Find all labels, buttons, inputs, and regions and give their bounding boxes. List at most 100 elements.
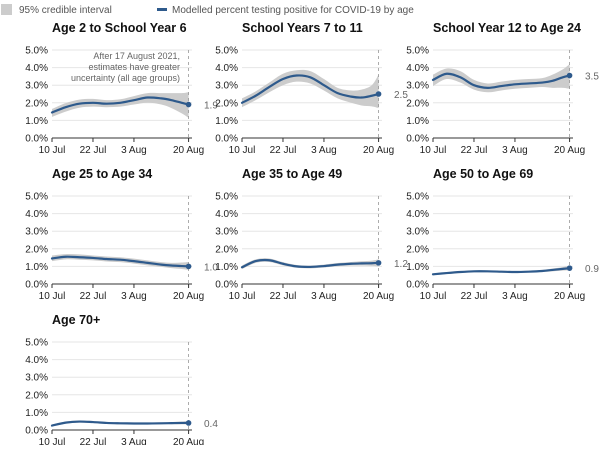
- estimate-line: [50, 420, 190, 427]
- y-tick-label: 1.0%: [25, 408, 48, 419]
- chart-panel: Age 2 to School Year 6 0.0% 1.0% 2.0% 3.0% 4.…: [25, 21, 218, 156]
- credible-interval-band: [242, 69, 379, 109]
- end-value-label: 1.2: [394, 259, 408, 270]
- x-tick-label: 20 Aug: [554, 291, 585, 302]
- x-tick-label: 10 Jul: [420, 145, 447, 156]
- y-tick-label: 2.0%: [25, 390, 48, 401]
- y-tick-label: 1.0%: [25, 262, 48, 273]
- y-tick-label: 4.0%: [406, 63, 429, 74]
- x-tick-label: 20 Aug: [363, 145, 394, 156]
- y-tick-label: 1.0%: [215, 262, 238, 273]
- panel-title: Age 70+: [52, 313, 100, 327]
- chart-panel: Age 25 to Age 34 0.0% 1.0% 2.0% 3.0% 4.0% 5.0%…: [25, 167, 218, 302]
- y-tick-label: 4.0%: [406, 209, 429, 220]
- chart-panel: School Years 7 to 11 0.0% 1.0% 2.0% 3.0% 4.0%…: [215, 21, 408, 156]
- x-tick-label: 3 Aug: [502, 291, 528, 302]
- y-tick-label: 3.0%: [25, 373, 48, 384]
- y-tick-label: 0.0%: [406, 280, 429, 291]
- y-tick-label: 4.0%: [215, 209, 238, 220]
- chart-panels: Age 2 to School Year 6 0.0% 1.0% 2.0% 3.0% 4.…: [25, 21, 599, 448]
- x-tick-label: 20 Aug: [554, 145, 585, 156]
- y-tick-label: 3.0%: [215, 227, 238, 238]
- x-tick-label: 22 Jul: [80, 145, 107, 156]
- y-tick-label: 4.0%: [25, 209, 48, 220]
- estimate-line: [431, 72, 571, 89]
- y-tick-label: 2.0%: [25, 244, 48, 255]
- end-point: [375, 91, 382, 97]
- x-tick-label: 22 Jul: [80, 437, 107, 445]
- end-value-label: 2.5: [394, 90, 408, 101]
- end-value-label: 1.0: [204, 262, 218, 273]
- y-tick-label: 1.0%: [215, 116, 238, 127]
- end-value-label: 3.5: [585, 72, 599, 83]
- estimate-line: [240, 74, 380, 104]
- y-tick-label: 1.0%: [25, 116, 48, 127]
- x-tick-label: 10 Jul: [420, 291, 447, 302]
- end-value-label: 0.9: [585, 264, 599, 275]
- y-tick-label: 2.0%: [25, 98, 48, 109]
- y-tick-label: 5.0%: [406, 46, 429, 57]
- uncertainty-note: After 17 August 2021, estimates have gre…: [71, 51, 180, 83]
- y-tick-label: 5.0%: [25, 338, 48, 349]
- x-tick-label: 20 Aug: [173, 291, 204, 302]
- y-tick-label: 3.0%: [25, 227, 48, 238]
- x-tick-label: 20 Aug: [363, 291, 394, 302]
- x-tick-label: 3 Aug: [311, 145, 337, 156]
- end-point: [185, 263, 192, 270]
- y-tick-label: 1.0%: [406, 116, 429, 127]
- x-tick-label: 10 Jul: [39, 437, 66, 445]
- chart-panel: Age 50 to Age 69 0.0% 1.0% 2.0% 3.0% 4.0% 5.0%…: [406, 167, 599, 302]
- y-tick-label: 4.0%: [25, 355, 48, 366]
- x-tick-label: 22 Jul: [270, 145, 297, 156]
- end-value-label: 0.4: [204, 419, 218, 430]
- y-tick-label: 5.0%: [215, 46, 238, 57]
- end-point: [375, 260, 382, 266]
- y-tick-label: 0.0%: [215, 134, 238, 145]
- x-tick-label: 3 Aug: [311, 291, 337, 302]
- end-point: [566, 265, 573, 271]
- y-tick-label: 5.0%: [215, 192, 238, 203]
- credible-interval-band: [433, 64, 570, 93]
- panel-title: Age 35 to Age 49: [242, 167, 342, 181]
- y-tick-label: 2.0%: [215, 244, 238, 255]
- x-tick-label: 10 Jul: [229, 145, 256, 156]
- y-tick-label: 0.0%: [25, 426, 48, 437]
- y-tick-label: 4.0%: [215, 63, 238, 74]
- y-tick-label: 3.0%: [406, 227, 429, 238]
- panel-title: Age 2 to School Year 6: [52, 21, 187, 35]
- y-tick-label: 2.0%: [215, 98, 238, 109]
- legend-interval-swatch: [1, 4, 12, 15]
- y-tick-label: 3.0%: [25, 81, 48, 92]
- y-tick-label: 0.0%: [25, 280, 48, 291]
- y-tick-label: 2.0%: [406, 244, 429, 255]
- end-point: [566, 72, 573, 79]
- y-tick-label: 5.0%: [25, 192, 48, 203]
- x-tick-label: 20 Aug: [173, 145, 204, 156]
- end-value-label: 1.9: [204, 101, 218, 112]
- panel-title: Age 25 to Age 34: [52, 167, 152, 181]
- y-tick-label: 4.0%: [25, 63, 48, 74]
- x-tick-label: 10 Jul: [39, 145, 66, 156]
- x-tick-label: 22 Jul: [461, 291, 488, 302]
- y-tick-label: 0.0%: [215, 280, 238, 291]
- y-tick-label: 5.0%: [25, 46, 48, 57]
- panel-title: School Years 7 to 11: [242, 21, 363, 35]
- x-tick-label: 22 Jul: [461, 145, 488, 156]
- legend-line-label: Modelled percent testing positive for CO…: [172, 5, 414, 16]
- y-tick-label: 5.0%: [406, 192, 429, 203]
- end-point: [185, 420, 192, 426]
- y-tick-label: 2.0%: [406, 98, 429, 109]
- estimate-line: [50, 255, 190, 268]
- x-tick-label: 3 Aug: [121, 291, 147, 302]
- note-line-2: estimates have greater: [88, 62, 180, 72]
- x-tick-label: 10 Jul: [229, 291, 256, 302]
- estimate-line: [431, 267, 571, 276]
- chart-panel: School Year 12 to Age 24 0.0% 1.0% 2.0% 3.0%…: [406, 21, 599, 156]
- panel-title: School Year 12 to Age 24: [433, 21, 581, 35]
- y-tick-label: 3.0%: [406, 81, 429, 92]
- y-tick-label: 3.0%: [215, 81, 238, 92]
- note-line-3: uncertainty (all age groups): [71, 73, 180, 83]
- x-tick-label: 3 Aug: [502, 145, 528, 156]
